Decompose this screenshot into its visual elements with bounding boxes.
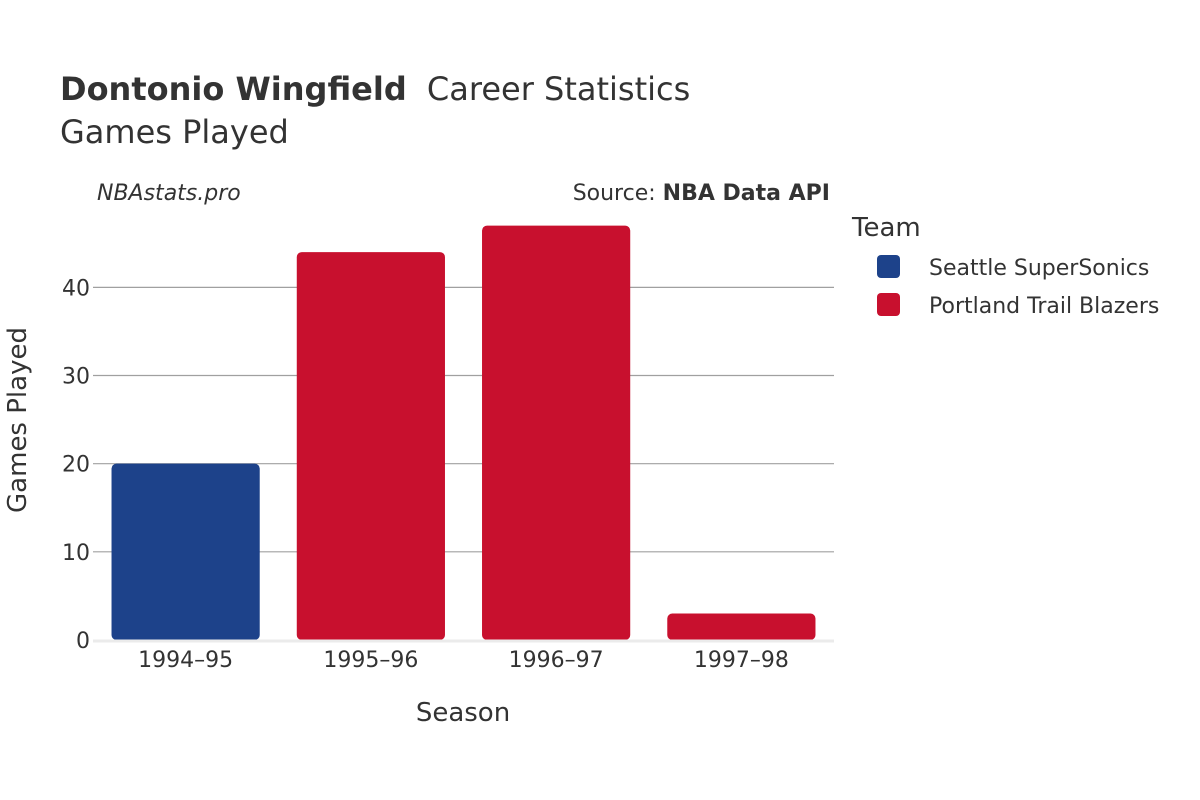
legend-label[interactable]: Seattle SuperSonics xyxy=(929,256,1149,281)
watermark: NBAstats.pro xyxy=(97,181,241,206)
legend-title: Team xyxy=(851,213,921,243)
bar-1994–95[interactable] xyxy=(111,463,260,640)
source-name: NBA Data API xyxy=(663,181,830,206)
y-tick-label: 20 xyxy=(62,453,90,478)
chart-title-player: Dontonio Wingfield xyxy=(60,70,407,108)
x-tick-label: 1996–97 xyxy=(509,648,604,673)
chart-subtitle: Games Played xyxy=(60,113,289,151)
bar-1996–97[interactable] xyxy=(482,225,631,640)
y-tick-label: 10 xyxy=(62,541,90,566)
source-text: Source: NBA Data API xyxy=(573,181,830,206)
x-tick-labels: 1994–95 1995–96 1996–97 1997–98 xyxy=(138,648,789,673)
y-tick-label: 30 xyxy=(62,365,90,390)
chart-title-rest: Career Statistics xyxy=(427,70,690,108)
y-tick-labels: 0 10 20 30 40 xyxy=(62,276,90,654)
x-tick-label: 1997–98 xyxy=(694,648,789,673)
bars xyxy=(111,225,816,640)
x-tick-label: 1995–96 xyxy=(323,648,418,673)
bar-1997–98[interactable] xyxy=(667,613,816,640)
y-tick-label: 0 xyxy=(76,629,90,654)
legend-swatch[interactable] xyxy=(877,255,900,278)
source-label: Source: xyxy=(573,181,663,206)
y-axis-label: Games Played xyxy=(3,327,33,513)
chart-title: Dontonio Wingfield Career Statistics xyxy=(60,70,690,108)
y-tick-label: 40 xyxy=(62,276,90,301)
bar-1995–96[interactable] xyxy=(296,252,445,640)
legend-label[interactable]: Portland Trail Blazers xyxy=(929,294,1159,319)
x-axis-label: Season xyxy=(416,698,510,728)
legend: Seattle SuperSonics Portland Trail Blazer… xyxy=(877,255,1159,319)
x-tick-label: 1994–95 xyxy=(138,648,233,673)
legend-swatch[interactable] xyxy=(877,293,900,316)
